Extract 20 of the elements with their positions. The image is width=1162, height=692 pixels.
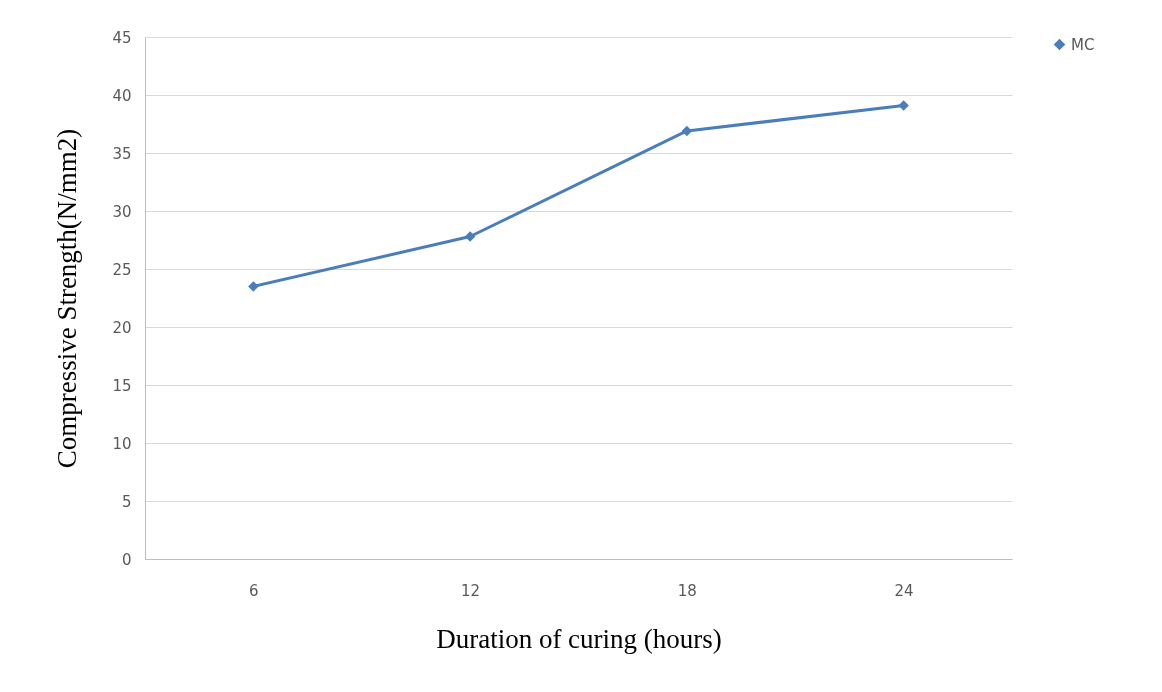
y-tick-label: 15 bbox=[112, 376, 132, 395]
point bbox=[898, 100, 909, 111]
y-tick-label: 0 bbox=[121, 550, 132, 569]
y-tick-label: 25 bbox=[112, 260, 132, 279]
x-tick-label: 18 bbox=[677, 581, 697, 600]
x-tick-label: 24 bbox=[894, 581, 914, 600]
x-axis-title: Duration of curing (hours) bbox=[436, 623, 722, 654]
legend-label: MC bbox=[1071, 35, 1095, 54]
y-axis-title: Compressive Strength(N/mm2) bbox=[52, 128, 83, 469]
point bbox=[248, 281, 259, 292]
y-tick-label: 35 bbox=[112, 144, 132, 163]
y-tick-label: 45 bbox=[112, 28, 132, 47]
x-tick-label: 12 bbox=[461, 581, 481, 600]
y-tick-label: 10 bbox=[112, 434, 132, 453]
x-tick-label: 6 bbox=[249, 581, 259, 600]
point bbox=[464, 231, 476, 242]
y-tick-label: 30 bbox=[112, 202, 132, 221]
y-tick-label: 20 bbox=[112, 318, 132, 337]
y-tick-label: 5 bbox=[121, 492, 132, 511]
y-tick-label: 40 bbox=[112, 86, 132, 105]
